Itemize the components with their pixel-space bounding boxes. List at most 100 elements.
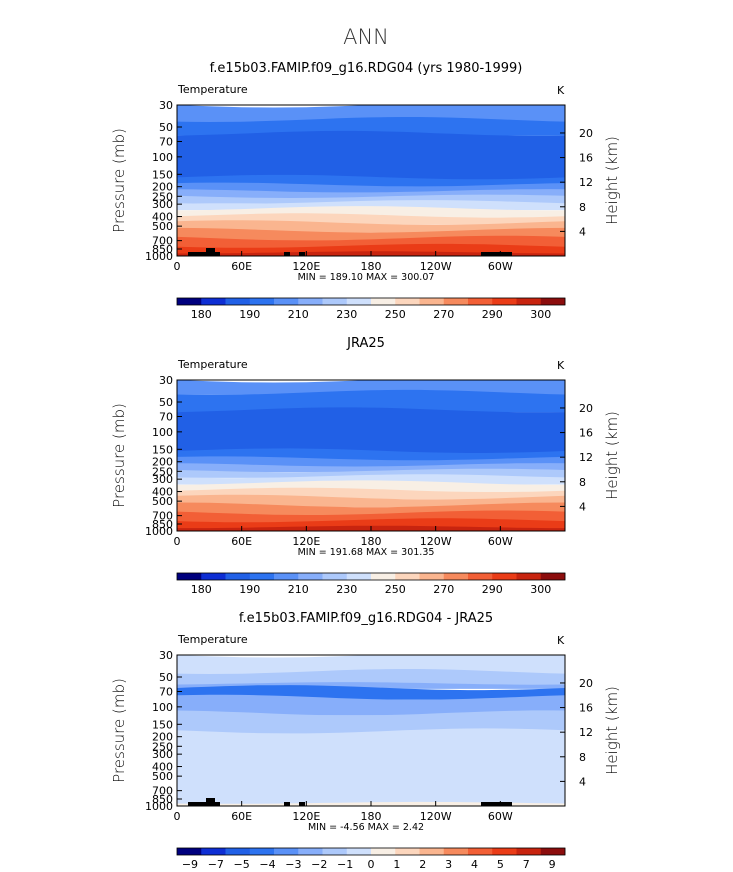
panel-3: f.e15b03.FAMIP.f09_g16.RDG04 - JRA25 Temp… <box>110 611 621 871</box>
y-tick-label: 700 <box>152 785 173 798</box>
x-tick-label: 120W <box>420 260 452 273</box>
colorbar-label: −7 <box>208 858 224 871</box>
colorbar-swatch <box>249 298 275 305</box>
colorbar-swatch <box>468 298 493 305</box>
colorbar-swatch <box>540 848 566 855</box>
y-tick-label: 30 <box>159 374 173 387</box>
colorbar-label: −2 <box>311 858 327 871</box>
y-tick-label: 250 <box>152 740 173 753</box>
variable-label: Temperature <box>177 83 248 96</box>
y-tick-label: 150 <box>152 443 173 456</box>
y2-tick-label: 12 <box>579 176 593 189</box>
colorbar-swatch <box>346 298 372 305</box>
y-tick-label: 300 <box>152 473 173 486</box>
colorbar-swatch <box>225 298 251 305</box>
colorbar-swatch <box>492 848 517 855</box>
y2-tick-label: 8 <box>579 476 586 489</box>
x-tick-label: 60E <box>231 810 252 823</box>
colorbar-label: 290 <box>482 308 503 321</box>
colorbar-label: 190 <box>239 308 260 321</box>
colorbar-swatch <box>443 573 469 580</box>
y-tick-label: 1000 <box>145 525 173 538</box>
y2-tick-label: 4 <box>579 225 586 238</box>
plot-area <box>177 655 565 806</box>
colorbar-swatch <box>322 298 348 305</box>
colorbar-label: 300 <box>530 583 551 596</box>
topography <box>206 248 215 256</box>
units-label: K <box>557 359 565 372</box>
colorbar-swatch <box>274 573 299 580</box>
panel-title: f.e15b03.FAMIP.f09_g16.RDG04 (yrs 1980-1… <box>210 61 523 76</box>
colorbar-label: 230 <box>336 583 357 596</box>
contour-band <box>177 220 565 233</box>
y-tick-label: 500 <box>152 770 173 783</box>
topography <box>299 252 305 256</box>
colorbar-swatch <box>177 298 202 305</box>
colorbar-swatch <box>419 848 445 855</box>
colorbar-label: 210 <box>288 308 309 321</box>
y-tick-label: 100 <box>152 151 173 164</box>
colorbar-label: 250 <box>385 308 406 321</box>
y-tick-label: 1000 <box>145 800 173 813</box>
colorbar-swatch <box>540 573 566 580</box>
contour-band <box>177 407 565 454</box>
y-axis-title: Pressure (mb) <box>110 678 128 783</box>
x-tick-label: 60W <box>488 535 513 548</box>
colorbar-label: −5 <box>234 858 250 871</box>
panel-1: f.e15b03.FAMIP.f09_g16.RDG04 (yrs 1980-1… <box>110 61 621 321</box>
colorbar-swatch <box>346 573 372 580</box>
y2-tick-label: 8 <box>579 201 586 214</box>
topography <box>284 252 290 256</box>
y-tick-label: 200 <box>152 731 173 744</box>
y-tick-label: 200 <box>152 181 173 194</box>
min-max-stats: MIN = 191.68 MAX = 301.35 <box>298 547 435 558</box>
x-tick-label: 120W <box>420 535 452 548</box>
colorbar-swatch <box>516 573 542 580</box>
colorbar-swatch <box>516 298 542 305</box>
y-tick-label: 70 <box>159 410 173 423</box>
y-axis-title: Pressure (mb) <box>110 403 128 508</box>
y2-axis-title: Height (km) <box>603 411 621 500</box>
topography <box>481 802 512 806</box>
y-tick-label: 400 <box>152 761 173 774</box>
contour-band <box>177 474 565 485</box>
colorbar-swatch <box>395 298 420 305</box>
colorbar-swatch <box>492 573 517 580</box>
colorbar-swatch <box>540 298 566 305</box>
x-tick-label: 180 <box>361 260 382 273</box>
colorbar-swatch <box>371 848 396 855</box>
y-tick-label: 700 <box>152 510 173 523</box>
y2-axis-title: Height (km) <box>603 686 621 775</box>
y-tick-label: 50 <box>159 121 173 134</box>
colorbar-swatch <box>371 298 396 305</box>
colorbar-swatch <box>298 573 323 580</box>
y-tick-label: 700 <box>152 235 173 248</box>
colorbar-label: −1 <box>337 858 353 871</box>
colorbar-swatch <box>274 298 299 305</box>
colorbar-label: −4 <box>259 858 275 871</box>
y2-axis-title: Height (km) <box>603 136 621 225</box>
colorbar-swatch <box>177 573 202 580</box>
min-max-stats: MIN = -4.56 MAX = 2.42 <box>308 822 424 833</box>
colorbar-frame <box>176 847 566 856</box>
y-tick-label: 200 <box>152 456 173 469</box>
x-tick-label: 0 <box>174 810 181 823</box>
colorbar-label: 4 <box>471 858 478 871</box>
contour-band <box>177 669 565 686</box>
y2-tick-label: 20 <box>579 402 593 415</box>
colorbar-label: 3 <box>445 858 452 871</box>
colorbar-label: 7 <box>523 858 530 871</box>
y-axis-title: Pressure (mb) <box>110 128 128 233</box>
colorbar-frame <box>176 297 566 306</box>
y-tick-label: 1000 <box>145 250 173 263</box>
y-tick-label: 400 <box>152 211 173 224</box>
y2-tick-label: 4 <box>579 500 586 513</box>
colorbar-label: 210 <box>288 583 309 596</box>
contour-band <box>177 200 565 211</box>
contour-band <box>177 456 565 467</box>
contour-band <box>177 694 565 716</box>
colorbar-swatch <box>201 298 226 305</box>
contour-band <box>177 117 565 136</box>
y-tick-label: 300 <box>152 748 173 761</box>
y-tick-label: 30 <box>159 99 173 112</box>
